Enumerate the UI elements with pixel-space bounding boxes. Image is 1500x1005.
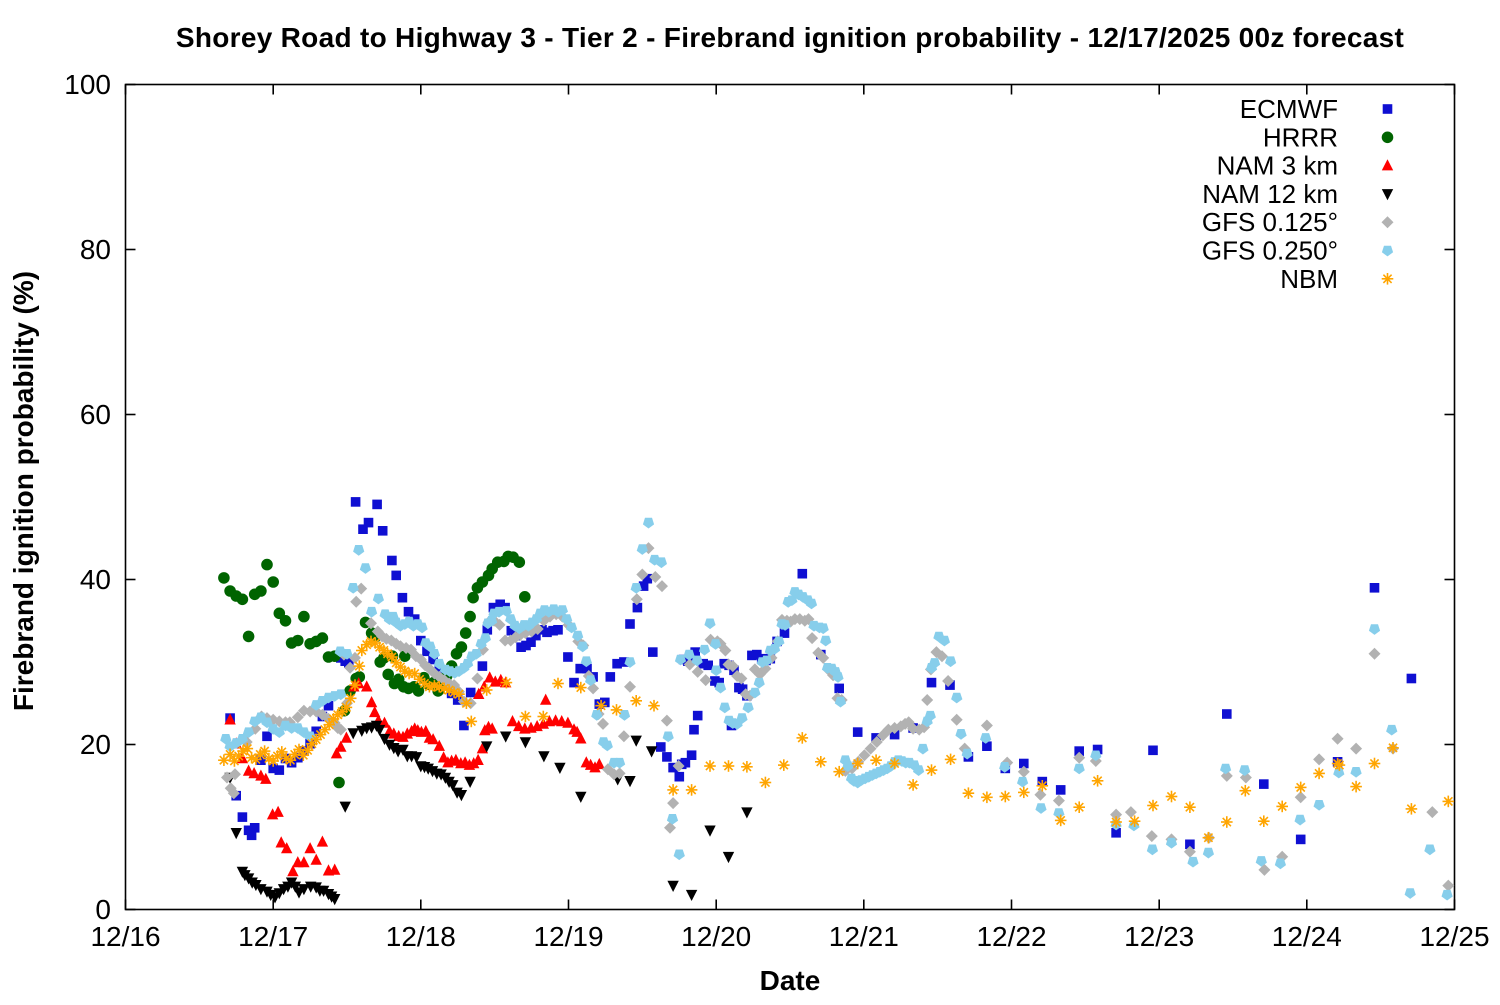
svg-text:HRRR: HRRR bbox=[1263, 122, 1338, 152]
svg-text:NAM 12 km: NAM 12 km bbox=[1202, 179, 1338, 209]
svg-text:12/23: 12/23 bbox=[1124, 921, 1194, 952]
svg-text:0: 0 bbox=[95, 894, 111, 925]
svg-text:12/17: 12/17 bbox=[238, 921, 308, 952]
svg-text:GFS 0.125°: GFS 0.125° bbox=[1202, 207, 1338, 237]
svg-text:GFS 0.250°: GFS 0.250° bbox=[1202, 236, 1338, 266]
svg-text:NAM 3 km: NAM 3 km bbox=[1217, 151, 1338, 181]
svg-text:100: 100 bbox=[64, 69, 111, 100]
svg-text:Firebrand ignition probability: Firebrand ignition probability (%) bbox=[8, 271, 39, 711]
svg-text:NBM: NBM bbox=[1280, 264, 1338, 294]
svg-text:60: 60 bbox=[80, 399, 111, 430]
svg-text:ECMWF: ECMWF bbox=[1240, 94, 1338, 124]
svg-text:12/25: 12/25 bbox=[1419, 921, 1489, 952]
svg-text:12/20: 12/20 bbox=[681, 921, 751, 952]
svg-text:12/21: 12/21 bbox=[829, 921, 899, 952]
svg-text:20: 20 bbox=[80, 729, 111, 760]
svg-text:12/18: 12/18 bbox=[386, 921, 456, 952]
svg-text:Shorey Road to Highway 3 - Tie: Shorey Road to Highway 3 - Tier 2 - Fire… bbox=[176, 22, 1404, 53]
svg-text:Date: Date bbox=[760, 965, 821, 996]
svg-text:12/22: 12/22 bbox=[976, 921, 1046, 952]
svg-text:40: 40 bbox=[80, 564, 111, 595]
svg-text:12/24: 12/24 bbox=[1272, 921, 1342, 952]
svg-text:12/19: 12/19 bbox=[533, 921, 603, 952]
svg-text:80: 80 bbox=[80, 234, 111, 265]
svg-text:12/16: 12/16 bbox=[90, 921, 160, 952]
